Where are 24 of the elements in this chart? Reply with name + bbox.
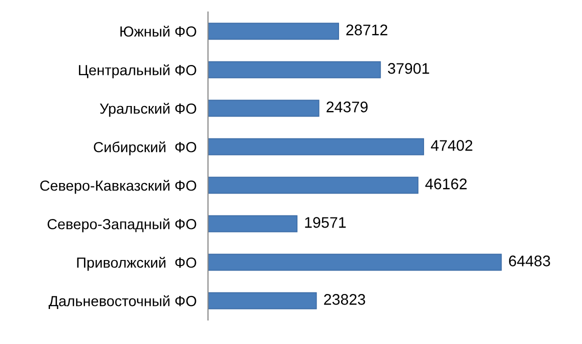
y-tick-label: Северо-Кавказский ФО xyxy=(40,180,196,194)
bar xyxy=(208,100,320,117)
y-tick-label: Южный ФО xyxy=(120,26,196,37)
bar xyxy=(208,215,298,232)
data-label: 64483 xyxy=(509,256,550,266)
data-label: 28712 xyxy=(346,24,388,36)
y-tick-label: Центральный ФО xyxy=(78,64,196,78)
data-label: 46162 xyxy=(425,178,467,190)
data-label: 19571 xyxy=(305,217,346,228)
data-label: 47402 xyxy=(430,140,472,151)
bar xyxy=(208,138,424,156)
data-label: 23823 xyxy=(324,294,366,305)
data-label: 24379 xyxy=(326,102,368,112)
bar xyxy=(208,292,317,310)
data-label: 37901 xyxy=(388,63,430,74)
bar xyxy=(208,22,340,40)
bar xyxy=(208,61,381,78)
bar xyxy=(208,254,502,271)
bar xyxy=(208,176,418,194)
y-tick-label: Уральский ФО xyxy=(100,102,196,117)
y-tick-label: Сибирский ФО xyxy=(94,141,196,156)
y-tick-label: Дальневосточный ФО xyxy=(48,295,196,310)
y-tick-label: Приволжский ФО xyxy=(77,256,196,271)
y-tick-label: Северо-Западный ФО xyxy=(48,218,196,232)
